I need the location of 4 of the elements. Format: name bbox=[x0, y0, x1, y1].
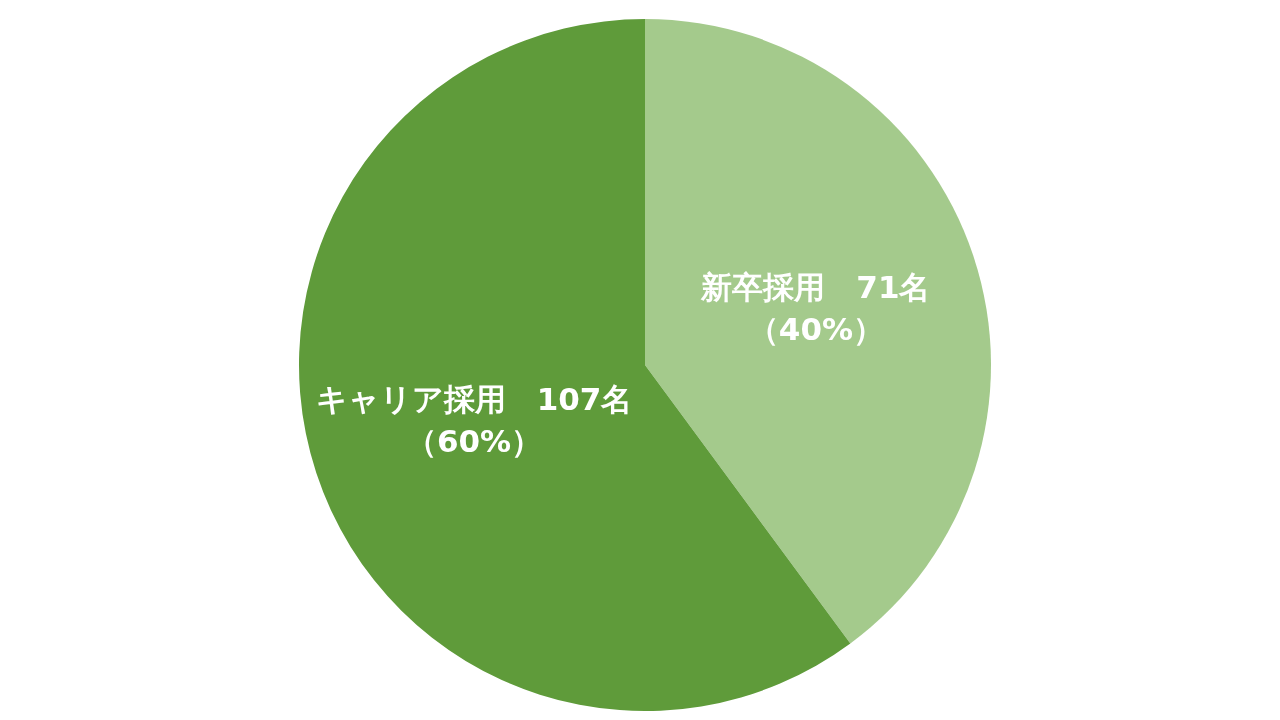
slice-label: 新卒採用 71名（40%） bbox=[700, 268, 931, 347]
pie-slice bbox=[299, 19, 851, 711]
slice-label: キャリア採用 107名（60%） bbox=[315, 381, 633, 460]
pie-slice bbox=[645, 19, 991, 644]
